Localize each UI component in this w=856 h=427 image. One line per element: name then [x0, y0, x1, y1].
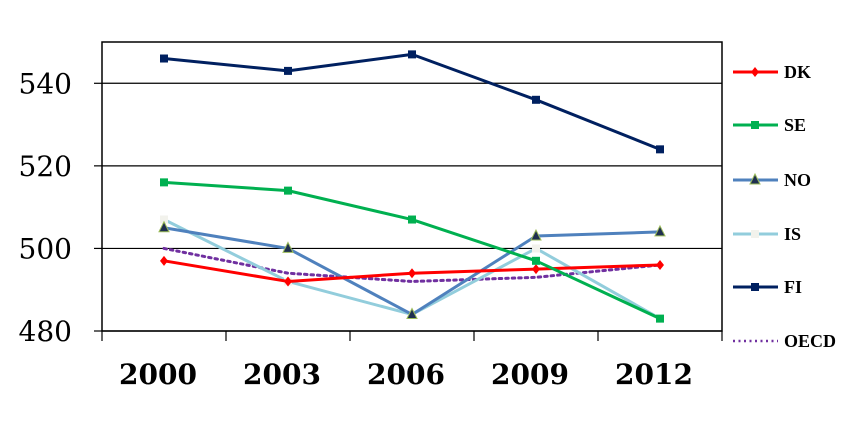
triangle-marker-icon: [158, 220, 170, 233]
series-lines: [158, 50, 666, 323]
square-marker-icon: [751, 230, 759, 238]
plot-area: [101, 41, 723, 332]
legend-label: NO: [784, 170, 811, 190]
diamond-marker-icon: [532, 264, 540, 275]
legend-label: IS: [784, 224, 801, 244]
y-axis: 480 500 520 540: [19, 67, 102, 348]
square-marker-icon: [408, 50, 416, 59]
legend-label: DK: [784, 62, 811, 82]
gridlines: [101, 41, 723, 332]
series-line: [163, 52, 661, 151]
x-tick-label: 2009: [491, 358, 569, 391]
y-tick-label: 480: [19, 315, 72, 348]
y-tick-label: 540: [19, 67, 72, 100]
y-tick-label: 500: [19, 232, 72, 265]
legend-item-oecd: OECD: [733, 331, 836, 351]
diamond-marker-icon: [160, 255, 168, 266]
y-tick-label: 520: [19, 150, 72, 183]
square-marker-icon: [751, 283, 759, 291]
series-no: [158, 220, 666, 319]
triangle-marker-icon: [530, 228, 542, 241]
series-dk: [160, 255, 664, 287]
square-marker-icon: [160, 178, 168, 187]
square-marker-icon: [532, 95, 540, 104]
square-marker-icon: [532, 256, 540, 265]
legend: DK SE NO IS FI OECD: [733, 62, 836, 351]
triangle-marker-icon: [749, 172, 761, 185]
diamond-marker-icon: [408, 268, 416, 279]
square-marker-icon: [284, 66, 292, 75]
square-marker-icon: [751, 121, 759, 129]
triangle-marker-icon: [654, 224, 666, 237]
triangle-marker-icon: [406, 307, 418, 319]
square-marker-icon: [160, 215, 168, 224]
legend-label: SE: [784, 115, 806, 135]
legend-label: OECD: [784, 331, 836, 351]
square-marker-icon: [408, 215, 416, 224]
diamond-marker-icon: [656, 259, 664, 270]
square-marker-icon: [656, 145, 664, 154]
legend-item-dk: DK: [733, 62, 811, 82]
legend-label: FI: [784, 277, 802, 297]
diamond-marker-icon: [751, 67, 759, 77]
legend-item-fi: FI: [733, 277, 802, 297]
series-line: [163, 180, 661, 320]
legend-item-is: IS: [733, 224, 801, 244]
x-axis: 2000 2003 2006 2009 2012: [101, 331, 723, 391]
square-marker-icon: [532, 244, 540, 253]
square-marker-icon: [656, 314, 664, 323]
series-se: [160, 178, 664, 323]
series-fi: [160, 50, 664, 154]
legend-item-no: NO: [733, 170, 811, 190]
x-tick-label: 2003: [243, 358, 321, 391]
legend-item-se: SE: [733, 115, 806, 135]
diamond-marker-icon: [284, 276, 292, 287]
x-tick-label: 2000: [119, 358, 197, 391]
x-tick-label: 2012: [615, 358, 693, 391]
square-marker-icon: [160, 54, 168, 63]
x-tick-label: 2006: [367, 358, 445, 391]
square-marker-icon: [284, 186, 292, 195]
triangle-marker-icon: [282, 241, 294, 253]
